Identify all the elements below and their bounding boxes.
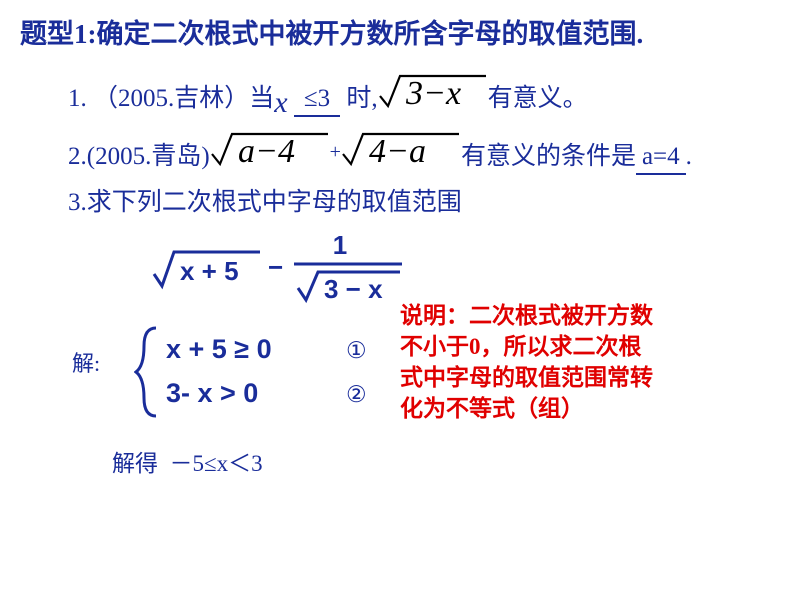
title-number: 1 bbox=[74, 19, 88, 49]
q2-answer-blank: a=4 bbox=[636, 143, 686, 175]
svg-text:②: ② bbox=[346, 382, 367, 407]
title-prefix: 题型 bbox=[20, 19, 74, 49]
page-title: 题型1:确定二次根式中被开方数所含字母的取值范围. bbox=[20, 12, 643, 51]
q1-mid: 时, bbox=[340, 85, 378, 112]
svg-text:3 − x: 3 − x bbox=[324, 274, 383, 304]
note-line-3: 式中字母的取值范围常转 bbox=[400, 362, 653, 393]
solution-result: 解得 －5≤x＜3 bbox=[112, 444, 263, 478]
q1-sqrt: 3−x bbox=[378, 70, 488, 119]
solution-label: 解: bbox=[72, 346, 100, 378]
note-line-1: 说明：二次根式被开方数 bbox=[400, 300, 653, 331]
question-1: 1. （2005.吉林）当x ≤3 时, 3−x 有意义。 bbox=[68, 70, 588, 120]
inequality-system: x + 5 ≥ 0 ① 3- x > 0 ② bbox=[134, 322, 434, 427]
q1-source: （2005.吉林）当 bbox=[93, 85, 274, 112]
q2-tail: . bbox=[686, 143, 692, 170]
q3-text: 3.求下列二次根式中字母的取值范围 bbox=[68, 189, 462, 216]
q2-sqrt-2: 4−a bbox=[341, 128, 461, 177]
explanation-note: 说明：二次根式被开方数 不小于0，所以求二次根 式中字母的取值范围常转 化为不等… bbox=[400, 300, 653, 424]
q2-answer: a=4 bbox=[642, 143, 680, 170]
q2-sqrt-1: a−4 bbox=[210, 128, 330, 177]
svg-text:−: − bbox=[268, 252, 283, 282]
q1-tail: 有意义。 bbox=[488, 85, 588, 112]
svg-text:x + 5: x + 5 bbox=[180, 256, 239, 286]
svg-text:1: 1 bbox=[333, 230, 347, 260]
result-value: －5≤x＜3 bbox=[170, 451, 263, 476]
q1-answer-blank: ≤3 bbox=[294, 85, 340, 117]
svg-text:3- x > 0: 3- x > 0 bbox=[166, 378, 258, 408]
question-2: 2.(2005.青岛) a−4 + 4−a 有意义的条件是a=4. bbox=[68, 128, 692, 177]
question-3: 3.求下列二次根式中字母的取值范围 bbox=[68, 182, 462, 218]
q2-plus: + bbox=[330, 141, 341, 163]
note-line-2: 不小于0，所以求二次根 bbox=[400, 331, 653, 362]
q1-answer: ≤3 bbox=[304, 85, 330, 112]
svg-text:a−4: a−4 bbox=[238, 133, 295, 170]
svg-text:3−x: 3−x bbox=[405, 75, 461, 112]
svg-text:x + 5 ≥ 0: x + 5 ≥ 0 bbox=[166, 334, 272, 364]
q2-source: (2005.青岛) bbox=[87, 143, 210, 170]
note-line-4: 化为不等式（组） bbox=[400, 393, 653, 424]
q1-variable: x bbox=[274, 86, 287, 119]
expression: x + 5 − 1 3 − x bbox=[150, 230, 430, 313]
q1-index: 1. bbox=[68, 85, 87, 112]
result-label: 解得 bbox=[112, 451, 158, 476]
svg-text:4−a: 4−a bbox=[369, 133, 426, 170]
title-text: :确定二次根式中被开方数所含字母的取值范围. bbox=[88, 19, 644, 49]
q2-index: 2. bbox=[68, 143, 87, 170]
svg-text:①: ① bbox=[346, 338, 367, 363]
q2-mid: 有意义的条件是 bbox=[461, 143, 636, 170]
